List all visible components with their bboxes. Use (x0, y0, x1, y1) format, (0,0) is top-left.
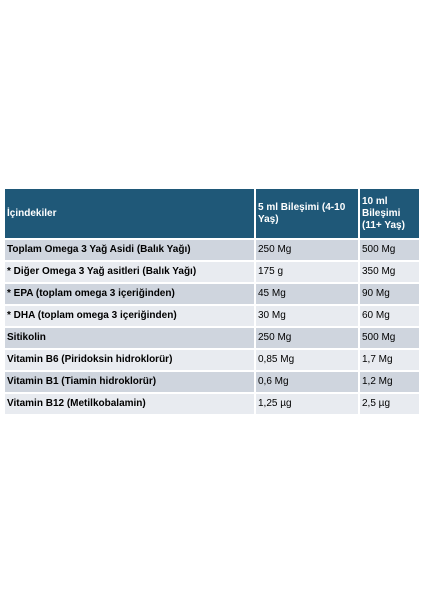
header-ingredients: İçindekiler (5, 189, 256, 239)
ingredient-name: Sitikolin (5, 326, 256, 349)
dose-10ml: 2,5 µg (359, 392, 419, 414)
table-row: Vitamin B6 (Piridoksin hidroklorür) 0,85… (5, 348, 419, 371)
ingredient-name: Vitamin B1 (Tiamin hidroklorür) (5, 370, 256, 393)
dose-10ml: 1,7 Mg (359, 348, 419, 371)
dose-5ml: 45 Mg (255, 282, 360, 305)
table-row: Toplam Omega 3 Yağ Asidi (Balık Yağı) 25… (5, 238, 419, 261)
dose-5ml: 1,25 µg (255, 392, 360, 414)
composition-table: İçindekiler 5 ml Bileşimi (4-10 Yaş) 10 … (5, 189, 419, 414)
ingredient-name: Vitamin B12 (Metilkobalamin) (5, 392, 256, 414)
dose-10ml: 60 Mg (359, 304, 419, 327)
dose-10ml: 350 Mg (359, 260, 419, 283)
ingredient-name: * DHA (toplam omega 3 içeriğinden) (5, 304, 256, 327)
ingredient-name: * EPA (toplam omega 3 içeriğinden) (5, 282, 256, 305)
ingredient-name: Toplam Omega 3 Yağ Asidi (Balık Yağı) (5, 238, 256, 261)
dose-5ml: 0,6 Mg (255, 370, 360, 393)
table-row: * EPA (toplam omega 3 içeriğinden) 45 Mg… (5, 282, 419, 305)
dose-5ml: 0,85 Mg (255, 348, 360, 371)
ingredient-name: * Diğer Omega 3 Yağ asitleri (Balık Yağı… (5, 260, 256, 283)
dose-5ml: 250 Mg (255, 238, 360, 261)
header-dose-5ml: 5 ml Bileşimi (4-10 Yaş) (255, 189, 360, 239)
composition-table-container: İçindekiler 5 ml Bileşimi (4-10 Yaş) 10 … (5, 189, 419, 414)
dose-5ml: 175 g (255, 260, 360, 283)
ingredient-name: Vitamin B6 (Piridoksin hidroklorür) (5, 348, 256, 371)
table-row: * Diğer Omega 3 Yağ asitleri (Balık Yağı… (5, 260, 419, 283)
dose-10ml: 1,2 Mg (359, 370, 419, 393)
dose-10ml: 500 Mg (359, 326, 419, 349)
table-row: Vitamin B12 (Metilkobalamin) 1,25 µg 2,5… (5, 392, 419, 414)
dose-5ml: 250 Mg (255, 326, 360, 349)
dose-10ml: 90 Mg (359, 282, 419, 305)
table-header-row: İçindekiler 5 ml Bileşimi (4-10 Yaş) 10 … (5, 189, 419, 239)
dose-5ml: 30 Mg (255, 304, 360, 327)
header-dose-10ml: 10 ml Bileşimi (11+ Yaş) (359, 189, 419, 239)
table-row: * DHA (toplam omega 3 içeriğinden) 30 Mg… (5, 304, 419, 327)
dose-10ml: 500 Mg (359, 238, 419, 261)
table-row: Vitamin B1 (Tiamin hidroklorür) 0,6 Mg 1… (5, 370, 419, 393)
table-row: Sitikolin 250 Mg 500 Mg (5, 326, 419, 349)
